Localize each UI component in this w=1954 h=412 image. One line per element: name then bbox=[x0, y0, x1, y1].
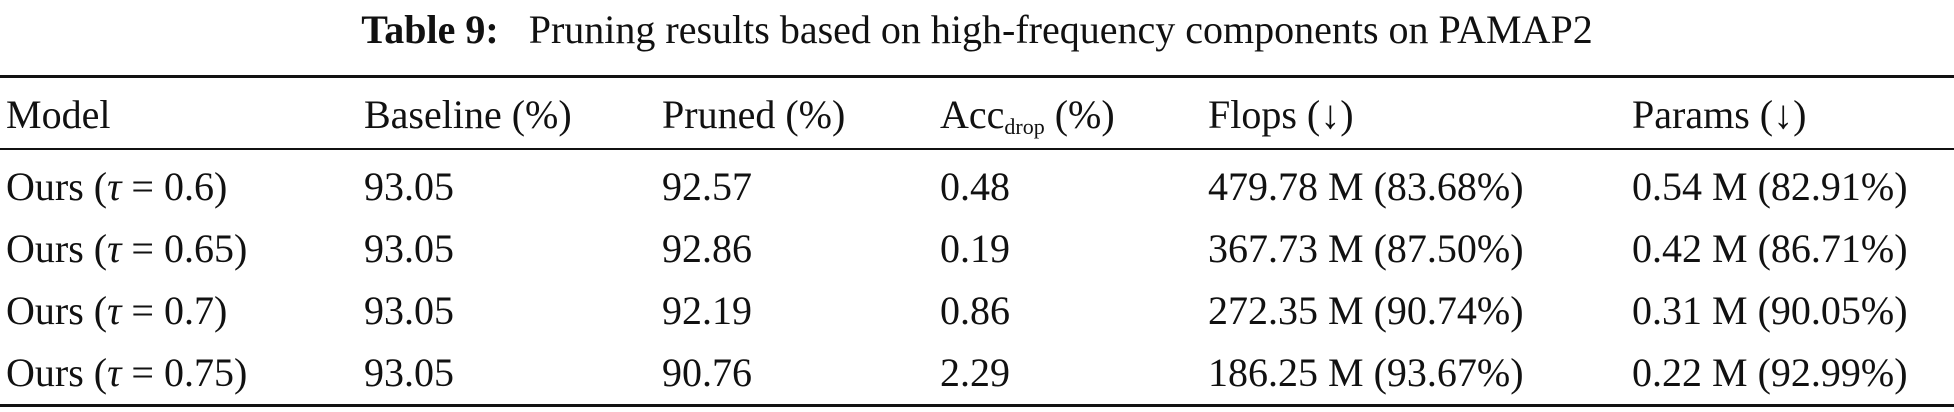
table-row: Ours (τ = 0.65) 93.05 92.86 0.19 367.73 … bbox=[0, 218, 1954, 280]
cell-baseline: 93.05 bbox=[364, 164, 454, 209]
cell-model: Ours (τ = 0.65) bbox=[6, 218, 247, 280]
cell-flops: 186.25 M (93.67%) bbox=[1208, 350, 1524, 395]
cell-model-prefix: Ours ( bbox=[6, 164, 108, 209]
cell-params: 0.42 M (86.71%) bbox=[1632, 226, 1908, 271]
cell-pruned: 92.57 bbox=[662, 164, 752, 209]
cell-model-prefix: Ours ( bbox=[6, 226, 108, 271]
cell-model-prefix: Ours ( bbox=[6, 288, 108, 333]
header-acc-unit: (%) bbox=[1044, 92, 1115, 137]
cell-pruned: 90.76 bbox=[662, 350, 752, 395]
header-params: Params (↓) bbox=[1632, 92, 1807, 137]
header-flops: Flops (↓) bbox=[1208, 92, 1354, 137]
cell-model-prefix: Ours ( bbox=[6, 350, 108, 395]
cell-acc-drop: 0.48 bbox=[940, 164, 1010, 209]
cell-acc-drop: 0.86 bbox=[940, 288, 1010, 333]
cell-baseline: 93.05 bbox=[364, 288, 454, 333]
cell-acc-drop: 0.19 bbox=[940, 226, 1010, 271]
cell-pruned: 92.19 bbox=[662, 288, 752, 333]
cell-model: Ours (τ = 0.6) bbox=[6, 156, 227, 218]
table-row: Ours (τ = 0.7) 93.05 92.19 0.86 272.35 M… bbox=[0, 280, 1954, 342]
cell-pruned: 92.86 bbox=[662, 226, 752, 271]
cell-model: Ours (τ = 0.7) bbox=[6, 280, 227, 342]
cell-model-suffix: = 0.75) bbox=[121, 350, 248, 395]
table-caption-spacer bbox=[509, 7, 529, 52]
table-row: Ours (τ = 0.75) 93.05 90.76 2.29 186.25 … bbox=[0, 342, 1954, 404]
header-pruned: Pruned (%) bbox=[662, 92, 846, 137]
cell-model-tau: τ bbox=[107, 164, 122, 209]
cell-baseline: 93.05 bbox=[364, 226, 454, 271]
cell-params: 0.54 M (82.91%) bbox=[1632, 164, 1908, 209]
cell-model-tau: τ bbox=[107, 226, 122, 271]
table-header-rule bbox=[0, 148, 1954, 150]
header-acc-subscript: drop bbox=[1004, 114, 1045, 139]
cell-acc-drop: 2.29 bbox=[940, 350, 1010, 395]
cell-model: Ours (τ = 0.75) bbox=[6, 342, 247, 404]
header-model: Model bbox=[6, 92, 111, 137]
table-caption: Table 9: Pruning results based on high-f… bbox=[0, 6, 1954, 54]
cell-baseline: 93.05 bbox=[364, 350, 454, 395]
table-top-rule bbox=[0, 75, 1954, 78]
header-baseline: Baseline (%) bbox=[364, 92, 572, 137]
header-acc-drop: Accdrop (%) bbox=[940, 84, 1115, 146]
cell-model-suffix: = 0.6) bbox=[121, 164, 228, 209]
table-bottom-rule bbox=[0, 404, 1954, 407]
table-caption-label: Table 9: bbox=[361, 7, 499, 52]
cell-model-suffix: = 0.7) bbox=[121, 288, 228, 333]
header-acc-main: Acc bbox=[940, 92, 1005, 137]
cell-flops: 272.35 M (90.74%) bbox=[1208, 288, 1524, 333]
cell-params: 0.31 M (90.05%) bbox=[1632, 288, 1908, 333]
cell-model-tau: τ bbox=[107, 288, 122, 333]
cell-model-tau: τ bbox=[107, 350, 122, 395]
table-header-row: Model Baseline (%) Pruned (%) Accdrop (%… bbox=[0, 84, 1954, 146]
cell-params: 0.22 M (92.99%) bbox=[1632, 350, 1908, 395]
table-row: Ours (τ = 0.6) 93.05 92.57 0.48 479.78 M… bbox=[0, 156, 1954, 218]
table-caption-text: Pruning results based on high-frequency … bbox=[528, 7, 1593, 52]
cell-flops: 479.78 M (83.68%) bbox=[1208, 164, 1524, 209]
cell-flops: 367.73 M (87.50%) bbox=[1208, 226, 1524, 271]
cell-model-suffix: = 0.65) bbox=[121, 226, 248, 271]
